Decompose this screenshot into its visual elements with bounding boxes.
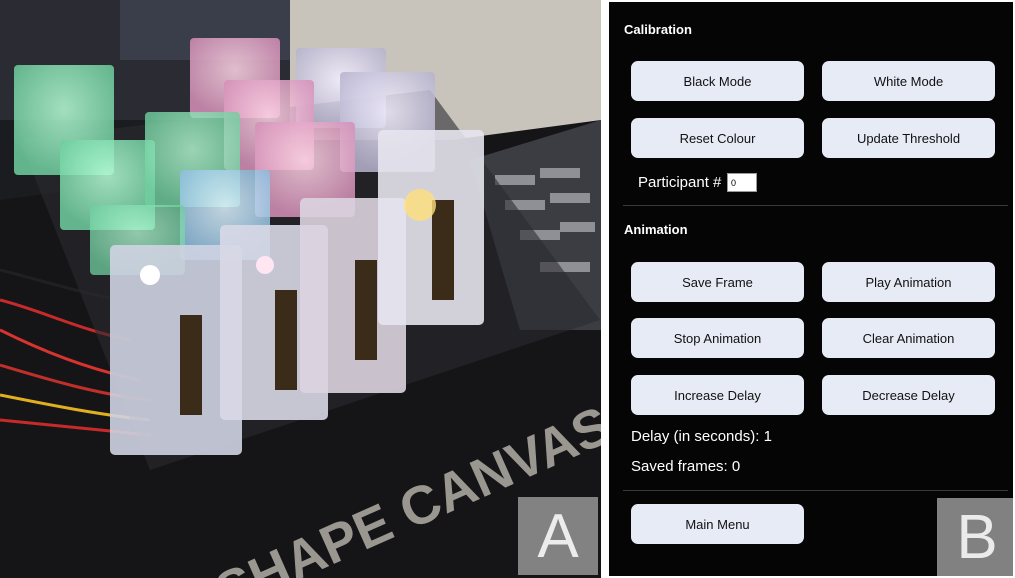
saved-frames-readout: Saved frames: 0 <box>631 458 740 475</box>
saved-frames-label: Saved frames: <box>631 458 728 475</box>
module <box>110 245 242 455</box>
delay-label: Delay (in seconds): <box>631 428 760 445</box>
increase-delay-button[interactable]: Increase Delay <box>631 375 804 415</box>
panel-label-a: A <box>518 497 598 575</box>
section-divider <box>623 490 1008 491</box>
saved-frames-value: 0 <box>731 458 741 475</box>
module <box>378 130 484 325</box>
decrease-delay-button[interactable]: Decrease Delay <box>822 375 995 415</box>
participant-input[interactable] <box>727 173 757 192</box>
stop-animation-button[interactable]: Stop Animation <box>631 318 804 358</box>
control-panel: Calibration Black Mode White Mode Reset … <box>609 2 1013 576</box>
panel-label-b: B <box>937 498 1013 576</box>
clear-animation-button[interactable]: Clear Animation <box>822 318 995 358</box>
white-mode-button[interactable]: White Mode <box>822 61 995 101</box>
photo-illustration: SHAPE CANVAS <box>0 0 601 578</box>
cube <box>255 122 355 217</box>
shape-canvas-photo: SHAPE CANVAS <box>0 0 601 578</box>
participant-label: Participant # <box>638 174 722 191</box>
black-mode-button[interactable]: Black Mode <box>631 61 804 101</box>
update-threshold-button[interactable]: Update Threshold <box>822 118 995 158</box>
calibration-title: Calibration <box>624 22 692 37</box>
delay-readout: Delay (in seconds): 1 <box>631 428 772 445</box>
reset-colour-button[interactable]: Reset Colour <box>631 118 804 158</box>
section-divider <box>623 205 1008 206</box>
save-frame-button[interactable]: Save Frame <box>631 262 804 302</box>
play-animation-button[interactable]: Play Animation <box>822 262 995 302</box>
animation-title: Animation <box>624 222 688 237</box>
delay-value: 1 <box>763 428 772 445</box>
main-menu-button[interactable]: Main Menu <box>631 504 804 544</box>
